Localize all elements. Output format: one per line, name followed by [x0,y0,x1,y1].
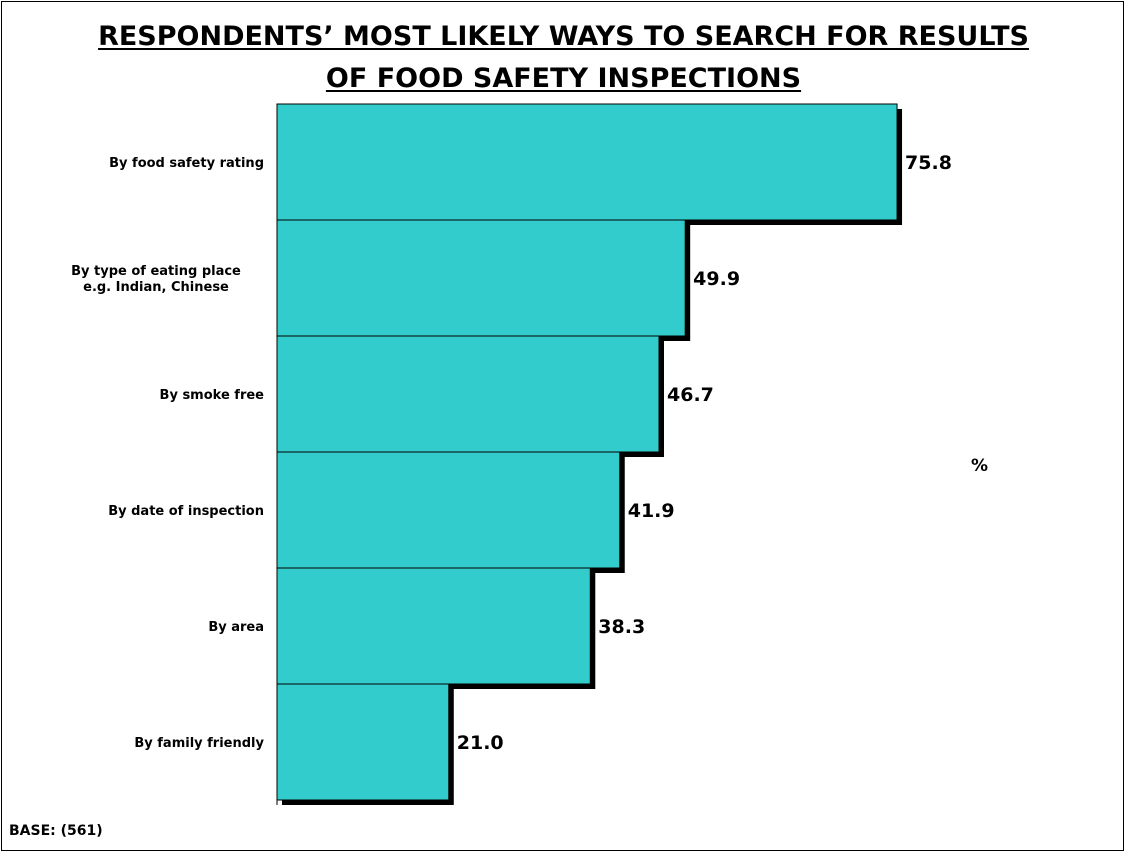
category-label-5: By area [208,620,264,635]
bar-1 [276,103,903,225]
bar-rect [276,451,621,569]
bars-group [276,103,903,805]
unit-label: % [971,456,989,476]
bar-rect [276,683,450,801]
category-label-2: By type of eating place e.g. Indian, Chin… [71,264,241,295]
value-label-1: 75.8 [905,152,952,174]
bar-5 [276,567,596,689]
bar-2 [276,219,691,341]
bar-6 [276,683,454,805]
bar-rect [276,335,660,453]
value-labels-group: 75.8 49.9 46.7 41.9 38.3 21.0 [457,152,952,754]
base-note: BASE: (561) [9,823,103,839]
category-labels-group: By food safety rating By type of eating p… [71,156,264,751]
value-label-3: 46.7 [667,384,714,406]
value-label-5: 38.3 [598,616,645,638]
category-label-3: By smoke free [160,388,265,403]
chart-title-line-1: RESPONDENTS’ MOST LIKELY WAYS TO SEARCH … [98,21,1029,52]
chart-title-line-2: OF FOOD SAFETY INSPECTIONS [325,63,802,94]
bar-3 [276,335,665,457]
value-label-2: 49.9 [693,268,740,290]
bar-rect [276,103,898,221]
category-label-6: By family friendly [134,736,264,751]
chart-title: RESPONDENTS’ MOST LIKELY WAYS TO SEARCH … [0,16,1127,100]
category-label-1: By food safety rating [109,156,264,171]
bar-rect [276,567,591,685]
value-label-4: 41.9 [628,500,675,522]
category-label-4: By date of inspection [108,504,264,519]
value-label-6: 21.0 [457,732,504,754]
bar-4 [276,451,625,573]
bar-rect [276,219,686,337]
